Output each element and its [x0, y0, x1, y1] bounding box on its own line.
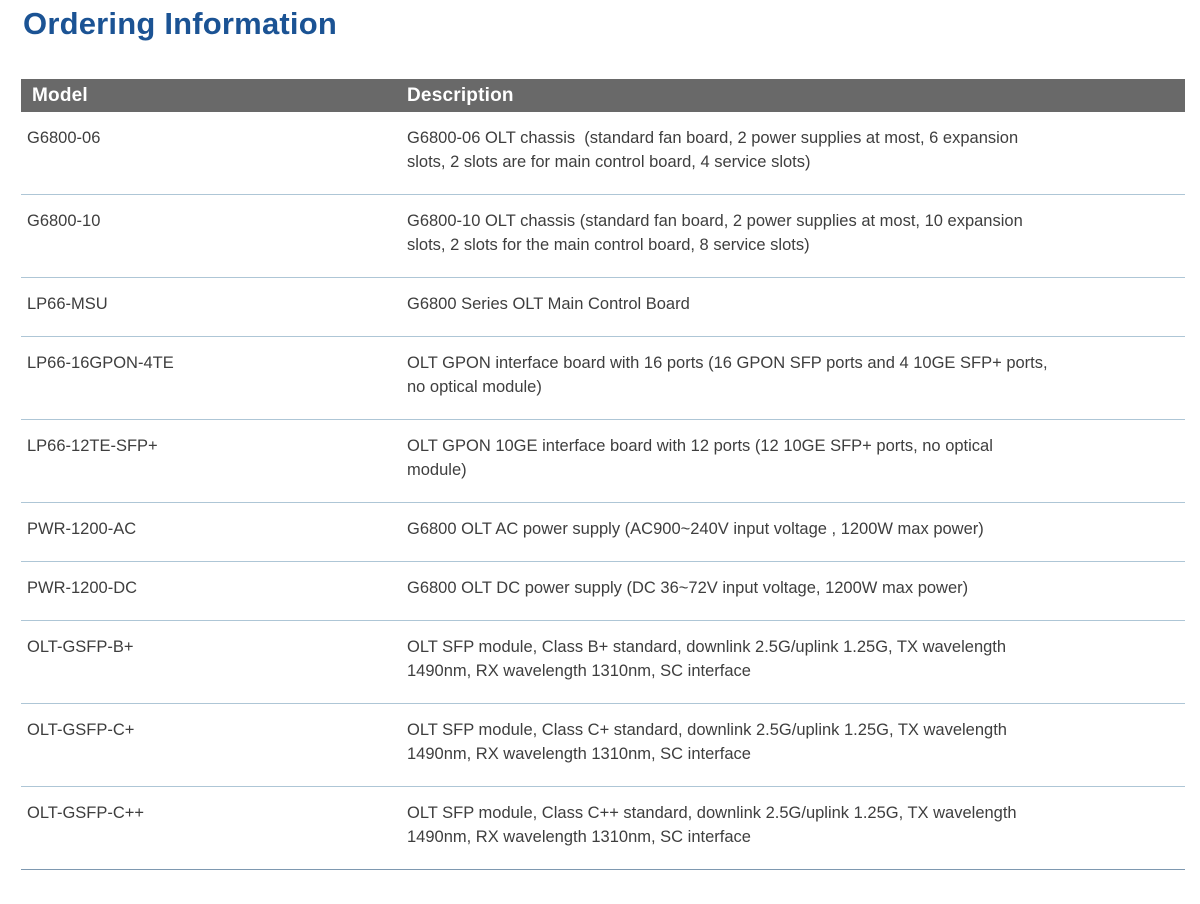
model-cell: LP66-MSU: [27, 295, 108, 313]
model-cell: G6800-06: [27, 129, 101, 147]
page: Ordering Information Model Description G…: [21, 6, 1185, 870]
table-row: PWR-1200-AC G6800 OLT AC power supply (A…: [21, 503, 1185, 562]
table-row: G6800-06 G6800-06 OLT chassis (standard …: [21, 112, 1185, 195]
model-cell: PWR-1200-AC: [27, 520, 137, 538]
column-header-model: Model: [32, 84, 88, 106]
model-cell: LP66-16GPON-4TE: [27, 354, 174, 372]
table-body: G6800-06 G6800-06 OLT chassis (standard …: [21, 112, 1185, 870]
table-row: LP66-12TE-SFP+ OLT GPON 10GE interface b…: [21, 420, 1185, 503]
description-cell: OLT GPON interface board with 16 ports (…: [407, 354, 1053, 396]
description-cell: G6800-10 OLT chassis (standard fan board…: [407, 212, 1028, 254]
table-header-row: Model Description: [21, 79, 1185, 112]
page-title: Ordering Information: [23, 6, 337, 41]
table-row: OLT-GSFP-C+ OLT SFP module, Class C+ sta…: [21, 704, 1185, 787]
description-cell: G6800-06 OLT chassis (standard fan board…: [407, 129, 1023, 171]
table-row: G6800-10 G6800-10 OLT chassis (standard …: [21, 195, 1185, 278]
model-cell: OLT-GSFP-C++: [27, 804, 145, 822]
description-cell: OLT SFP module, Class B+ standard, downl…: [407, 638, 1011, 680]
description-cell: G6800 OLT DC power supply (DC 36~72V inp…: [407, 579, 969, 597]
model-cell: OLT-GSFP-B+: [27, 638, 134, 656]
model-cell: LP66-12TE-SFP+: [27, 437, 158, 455]
table-row: LP66-MSU G6800 Series OLT Main Control B…: [21, 278, 1185, 337]
description-cell: G6800 Series OLT Main Control Board: [407, 295, 690, 313]
table-row: OLT-GSFP-B+ OLT SFP module, Class B+ sta…: [21, 621, 1185, 704]
model-cell: PWR-1200-DC: [27, 579, 138, 597]
description-cell: G6800 OLT AC power supply (AC900~240V in…: [407, 520, 984, 538]
table-row: PWR-1200-DC G6800 OLT DC power supply (D…: [21, 562, 1185, 621]
model-cell: G6800-10: [27, 212, 101, 230]
table-row: OLT-GSFP-C++ OLT SFP module, Class C++ s…: [21, 787, 1185, 870]
model-cell: OLT-GSFP-C+: [27, 721, 135, 739]
description-cell: OLT SFP module, Class C++ standard, down…: [407, 804, 1022, 846]
description-cell: OLT GPON 10GE interface board with 12 po…: [407, 437, 998, 479]
column-header-description: Description: [407, 84, 514, 106]
table-row: LP66-16GPON-4TE OLT GPON interface board…: [21, 337, 1185, 420]
description-cell: OLT SFP module, Class C+ standard, downl…: [407, 721, 1012, 763]
ordering-information-table: Model Description G6800-06 G6800-06 OLT …: [21, 79, 1185, 870]
